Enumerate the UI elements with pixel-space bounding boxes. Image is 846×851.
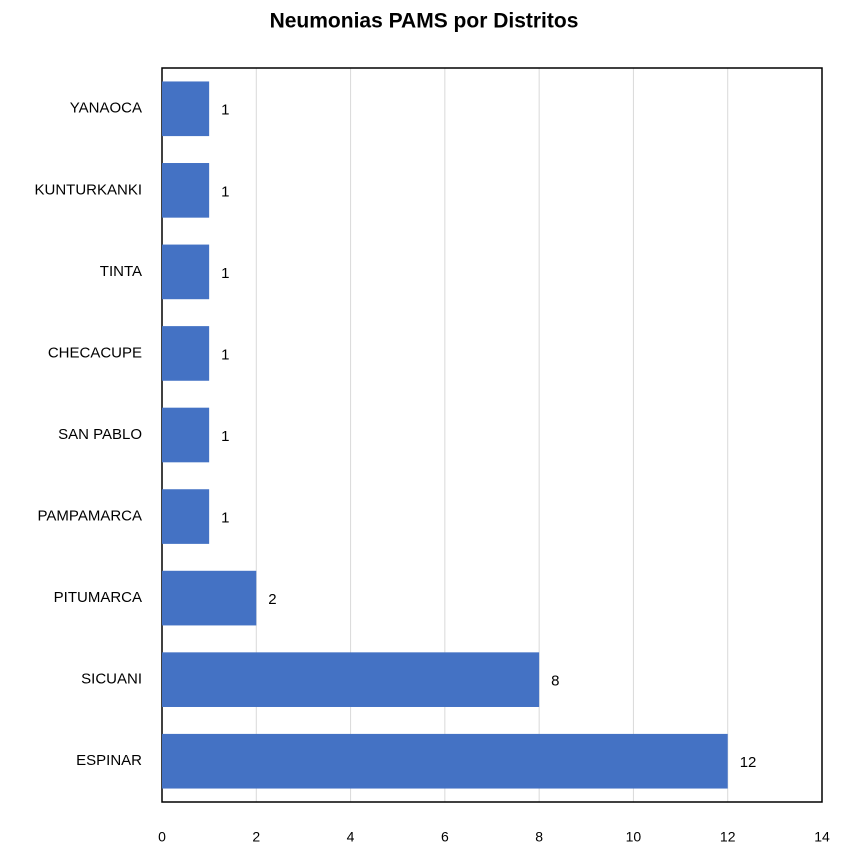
bar (162, 326, 210, 381)
bar (162, 407, 210, 463)
x-tick-label: 10 (626, 829, 642, 845)
bar (162, 244, 210, 300)
y-tick-label: YANAOCA (70, 100, 142, 117)
bar (162, 81, 210, 137)
y-tick-label: KUNTURKANKI (34, 181, 142, 198)
data-label: 1 (221, 102, 229, 119)
data-label: 8 (551, 673, 559, 690)
x-tick-label: 6 (441, 829, 449, 845)
y-tick-label: SICUANI (81, 671, 142, 688)
y-tick-label: TINTA (100, 263, 142, 280)
x-tick-label: 14 (814, 829, 830, 845)
y-tick-label: PITUMARCA (54, 589, 142, 606)
data-label: 1 (221, 346, 229, 363)
bar (162, 652, 540, 707)
data-label: 1 (221, 183, 229, 200)
y-tick-label: SAN PABLO (58, 426, 142, 443)
x-tick-label: 0 (158, 829, 166, 845)
bar (162, 733, 728, 789)
bar (162, 489, 210, 544)
chart-title: Neumonias PAMS por Distritos (270, 10, 579, 33)
bar (162, 163, 210, 218)
bar (162, 570, 257, 626)
y-tick-label: PAMPAMARCA (38, 508, 142, 525)
data-label: 1 (221, 428, 229, 445)
y-tick-label: ESPINAR (76, 752, 142, 769)
x-tick-label: 2 (252, 829, 260, 845)
x-tick-label: 12 (720, 829, 736, 845)
x-tick-label: 8 (535, 829, 543, 845)
data-label: 2 (268, 591, 276, 608)
data-label: 1 (221, 510, 229, 527)
y-tick-label: CHECACUPE (48, 344, 142, 361)
data-label: 12 (740, 754, 757, 771)
x-tick-label: 4 (347, 829, 355, 845)
data-label: 1 (221, 265, 229, 282)
